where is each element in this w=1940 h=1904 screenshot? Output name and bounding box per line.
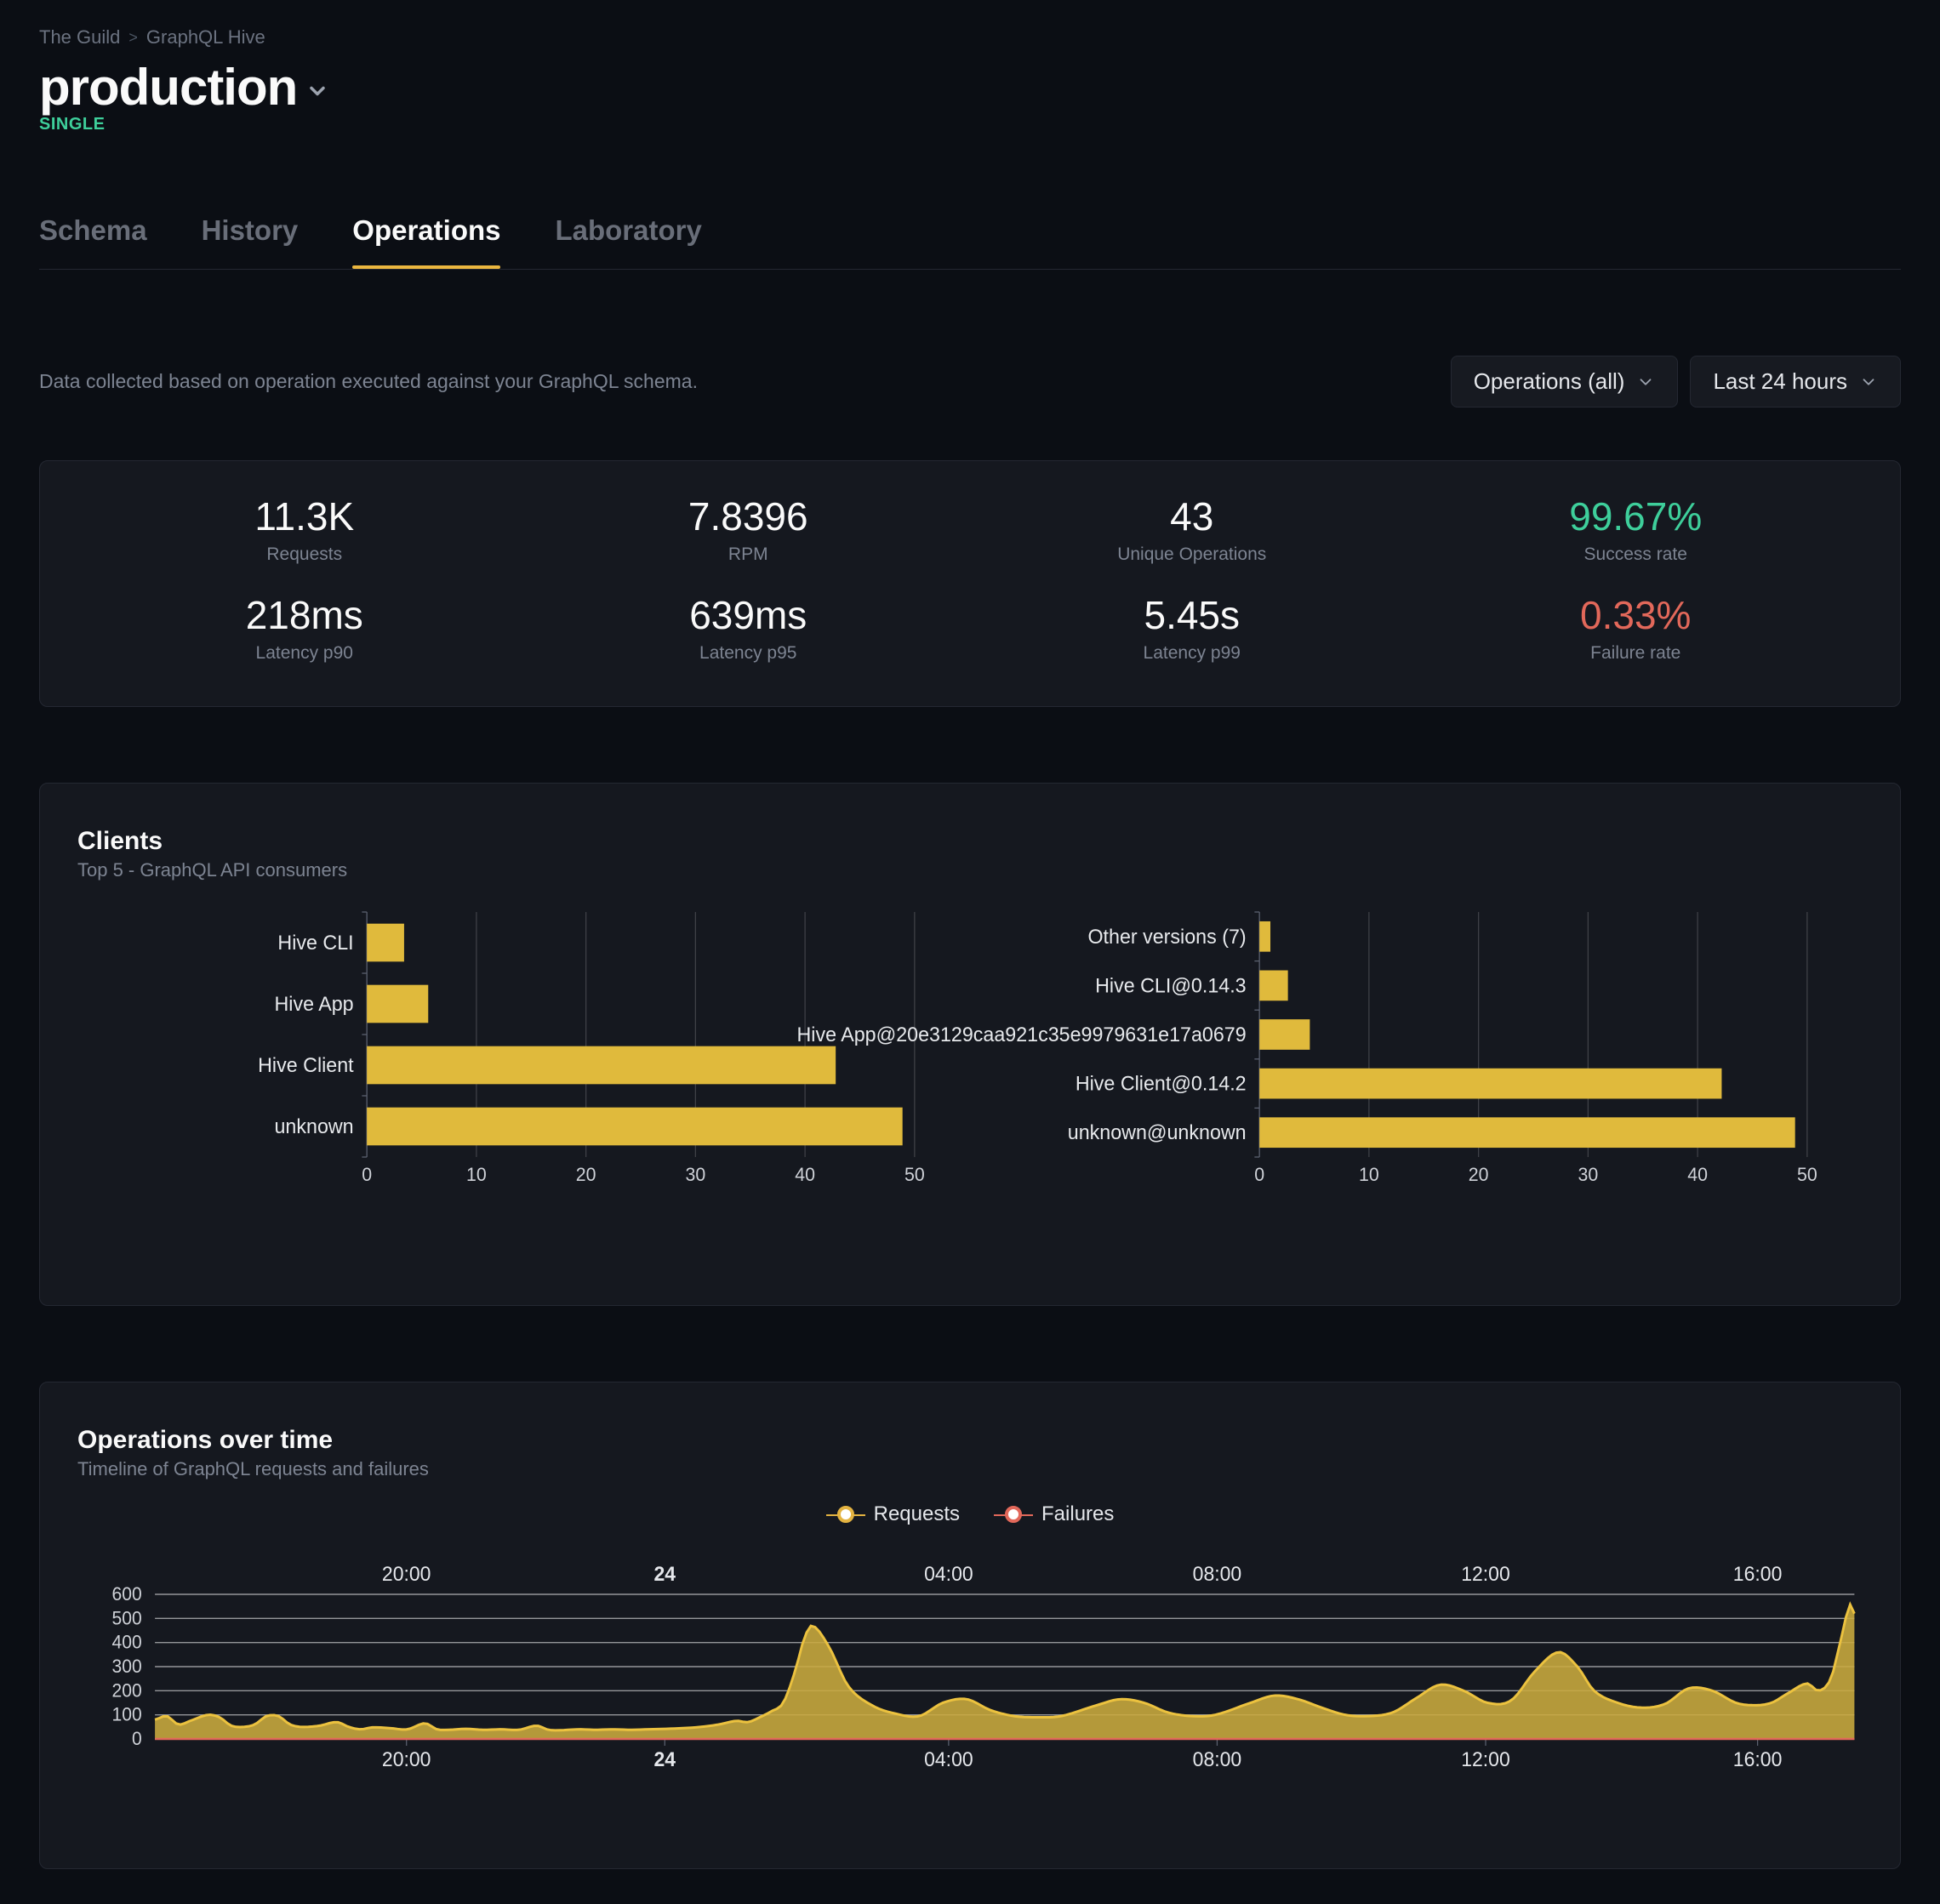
- svg-text:400: 400: [112, 1631, 142, 1653]
- svg-text:Other versions (7): Other versions (7): [1087, 926, 1246, 948]
- svg-text:0: 0: [362, 1164, 372, 1185]
- svg-text:10: 10: [466, 1164, 487, 1185]
- svg-text:16:00: 16:00: [1733, 1563, 1783, 1586]
- svg-text:0: 0: [132, 1728, 142, 1750]
- svg-text:200: 200: [112, 1679, 142, 1702]
- svg-text:unknown: unknown: [275, 1116, 354, 1138]
- svg-text:Hive CLI: Hive CLI: [277, 932, 353, 955]
- svg-text:Hive App@20e3129caa921c35e9979: Hive App@20e3129caa921c35e9979631e17a067…: [796, 1024, 1246, 1046]
- svg-text:20: 20: [576, 1164, 596, 1185]
- svg-text:12:00: 12:00: [1461, 1748, 1510, 1771]
- svg-text:500: 500: [112, 1607, 142, 1629]
- svg-text:300: 300: [112, 1656, 142, 1678]
- svg-text:08:00: 08:00: [1193, 1563, 1242, 1586]
- svg-text:40: 40: [795, 1164, 815, 1185]
- svg-text:30: 30: [1578, 1164, 1599, 1185]
- svg-text:40: 40: [1687, 1164, 1708, 1185]
- svg-text:24: 24: [653, 1563, 676, 1586]
- svg-text:Hive Client: Hive Client: [258, 1055, 354, 1077]
- svg-text:50: 50: [1797, 1164, 1817, 1185]
- svg-text:04:00: 04:00: [924, 1563, 973, 1586]
- svg-text:12:00: 12:00: [1461, 1563, 1510, 1586]
- svg-text:0: 0: [1254, 1164, 1264, 1185]
- svg-text:50: 50: [904, 1164, 925, 1185]
- svg-text:16:00: 16:00: [1733, 1748, 1783, 1771]
- svg-text:600: 600: [112, 1583, 142, 1605]
- svg-text:08:00: 08:00: [1193, 1748, 1242, 1771]
- svg-text:unknown@unknown: unknown@unknown: [1068, 1122, 1247, 1144]
- svg-text:10: 10: [1359, 1164, 1379, 1185]
- svg-text:04:00: 04:00: [924, 1748, 973, 1771]
- svg-text:Hive App: Hive App: [275, 994, 354, 1016]
- svg-text:Hive Client@0.14.2: Hive Client@0.14.2: [1076, 1073, 1247, 1095]
- svg-text:24: 24: [653, 1748, 676, 1771]
- svg-text:30: 30: [686, 1164, 706, 1185]
- svg-text:Hive CLI@0.14.3: Hive CLI@0.14.3: [1095, 975, 1247, 997]
- svg-text:100: 100: [112, 1703, 142, 1725]
- svg-text:20: 20: [1469, 1164, 1489, 1185]
- svg-text:20:00: 20:00: [382, 1563, 431, 1586]
- svg-text:20:00: 20:00: [382, 1748, 431, 1771]
